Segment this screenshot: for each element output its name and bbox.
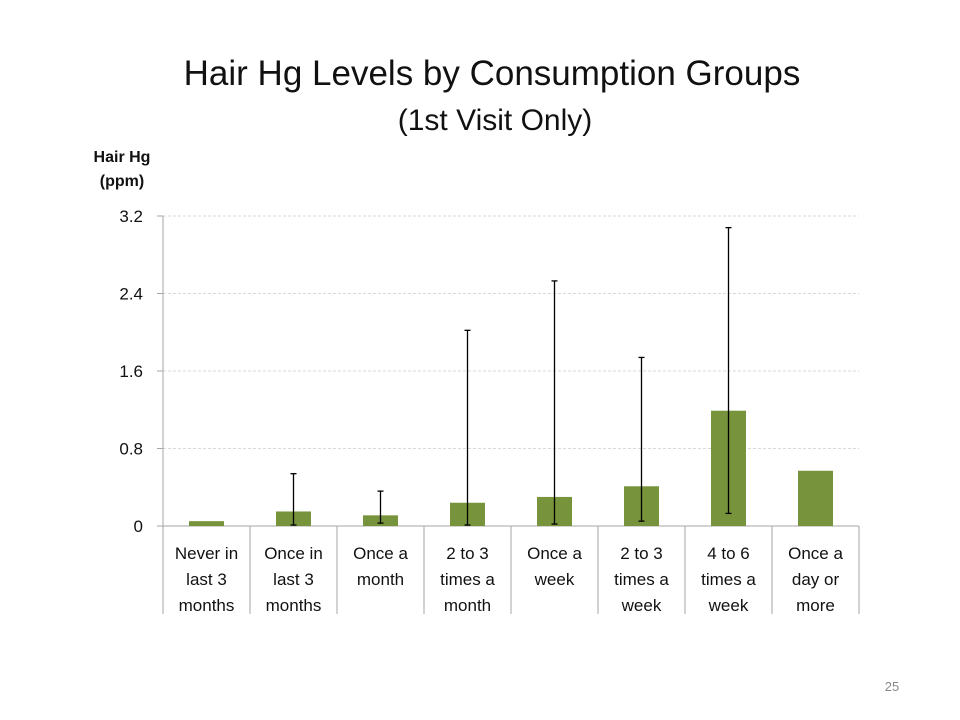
y-tick-label: 2.4 bbox=[119, 285, 143, 304]
x-category-label: Once a week bbox=[527, 544, 582, 589]
x-category-label-line: 2 to 3 bbox=[446, 544, 489, 563]
y-axis-label: Hair Hg (ppm) bbox=[80, 146, 164, 194]
x-category-label-line: times a bbox=[440, 570, 495, 589]
x-category-label-line: week bbox=[708, 596, 749, 615]
x-category-label: 2 to 3 times a month bbox=[440, 544, 495, 615]
y-axis-label-line: Hair Hg bbox=[93, 149, 151, 166]
x-category-label-line: week bbox=[534, 570, 575, 589]
y-tick-label: 0.8 bbox=[119, 440, 143, 459]
x-category-label-line: day or bbox=[792, 570, 840, 589]
page-number: 25 bbox=[884, 679, 900, 694]
x-category-label-line: months bbox=[266, 596, 322, 615]
x-category-label-line: Once in bbox=[264, 544, 323, 563]
bar bbox=[189, 521, 224, 526]
x-category-label-line: last 3 bbox=[186, 570, 227, 589]
chart-title: Hair Hg Levels by Consumption Groups bbox=[183, 54, 801, 93]
x-category-label-line: week bbox=[621, 596, 662, 615]
x-category-label-line: Once a bbox=[353, 544, 408, 563]
x-category-label-line: last 3 bbox=[273, 570, 314, 589]
y-tick-label: 1.6 bbox=[119, 362, 143, 381]
x-category-label-line: month bbox=[357, 570, 404, 589]
x-category-label-line: month bbox=[444, 596, 491, 615]
x-category-label: Never in last 3 months bbox=[175, 544, 238, 615]
y-axis-label-line: (ppm) bbox=[99, 173, 145, 190]
x-category-label-line: 4 to 6 bbox=[707, 544, 750, 563]
x-category-label: Once a month bbox=[353, 544, 408, 589]
x-category-label-line: 2 to 3 bbox=[620, 544, 663, 563]
x-category-label-line: more bbox=[796, 596, 835, 615]
x-category-label-line: months bbox=[179, 596, 235, 615]
x-category-label-line: Once a bbox=[788, 544, 843, 563]
y-tick-label: 0 bbox=[134, 517, 143, 536]
bar bbox=[798, 470, 833, 526]
x-category-label: 4 to 6 times a week bbox=[701, 544, 756, 615]
x-category-label-line: times a bbox=[701, 570, 756, 589]
y-tick-label: 3.2 bbox=[119, 207, 143, 226]
x-category-label: Once in last 3 months bbox=[264, 544, 323, 615]
chart-subtitle: (1st Visit Only) bbox=[397, 104, 593, 137]
x-category-label-line: times a bbox=[614, 570, 669, 589]
x-category-label-line: Once a bbox=[527, 544, 582, 563]
x-category-label: 2 to 3 times a week bbox=[614, 544, 669, 615]
x-category-label-line: Never in bbox=[175, 544, 238, 563]
x-category-label: Once a day or more bbox=[788, 544, 843, 615]
